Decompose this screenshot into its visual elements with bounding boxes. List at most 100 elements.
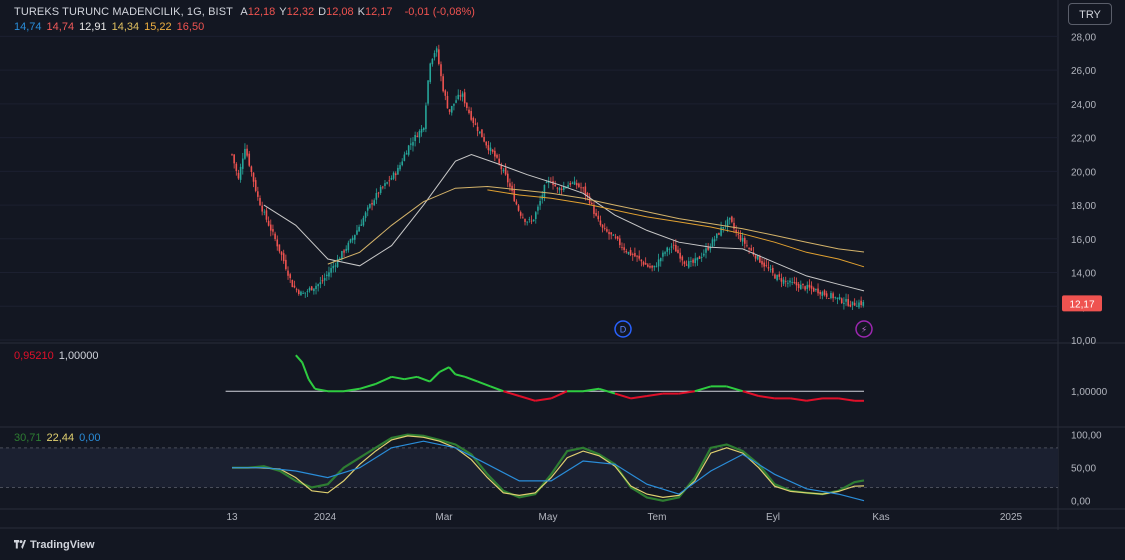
- candle-body: [840, 298, 843, 304]
- candle-body: [621, 247, 623, 248]
- candle-body: [263, 211, 266, 213]
- candle-body: [830, 293, 832, 299]
- pane-2-background: [0, 344, 1058, 426]
- indicator-1-value: 1,00000: [58, 350, 99, 362]
- candle-body: [403, 154, 406, 161]
- candle-body: [285, 259, 287, 270]
- last-price-label: 12,17: [1069, 299, 1094, 310]
- oscillator-line-s1: [232, 433, 865, 502]
- candle-body: [483, 136, 485, 142]
- candle-body: [261, 205, 263, 212]
- candle-body: [444, 90, 447, 96]
- candle-body: [429, 63, 432, 82]
- candle-body: [388, 180, 391, 182]
- candle-body: [778, 274, 781, 277]
- candle-body: [448, 109, 451, 112]
- candle-body: [341, 251, 343, 259]
- candle-body: [351, 237, 354, 241]
- tradingview-logo[interactable]: TradingView: [14, 539, 95, 551]
- candle-body: [858, 302, 860, 308]
- candle-body: [698, 256, 701, 259]
- candle-body: [267, 220, 270, 226]
- candle-body: [860, 300, 862, 306]
- indicator-2-ytick-label: 50,00: [1071, 464, 1096, 475]
- candle-body: [687, 261, 690, 268]
- candle-body: [494, 150, 496, 157]
- indicator-1-segment: [343, 387, 360, 393]
- candle-body: [466, 102, 468, 108]
- candle-body: [384, 183, 386, 187]
- candle-body: [366, 207, 369, 211]
- candle-body: [362, 217, 365, 226]
- candle-body: [308, 288, 311, 291]
- indicator-1-segment: [359, 383, 376, 390]
- candle-body: [259, 198, 261, 206]
- candle-body: [560, 188, 563, 190]
- candle-body: [326, 274, 328, 276]
- indicator-1-segment: [375, 375, 393, 385]
- candle-body: [375, 193, 378, 200]
- candle-body: [806, 285, 809, 289]
- candle-body: [748, 248, 750, 250]
- indicator-1-segment: [630, 395, 648, 400]
- candle-body: [593, 204, 595, 214]
- candle-body: [705, 248, 707, 253]
- candle-body: [782, 279, 785, 284]
- candle-body: [407, 145, 410, 155]
- candle-body: [386, 182, 388, 184]
- candle-body: [244, 148, 246, 159]
- ohlc-key: A: [240, 6, 248, 18]
- candle-body: [763, 262, 765, 267]
- candle-body: [575, 183, 578, 186]
- indicator-1-segment: [694, 385, 712, 393]
- candle-body: [563, 186, 565, 190]
- candle-body: [586, 192, 589, 196]
- candle-body: [692, 259, 694, 263]
- candle-body: [343, 250, 345, 253]
- candle-body: [739, 234, 742, 241]
- candle-body: [491, 149, 494, 152]
- candle-body: [382, 186, 384, 188]
- candle-body: [478, 131, 481, 134]
- candle-body: [336, 258, 339, 267]
- xtick-label: Mar: [435, 512, 453, 523]
- candle-body: [666, 247, 669, 252]
- candle-body: [239, 166, 242, 180]
- candle-body: [828, 298, 830, 299]
- marker-label: ⚡: [861, 325, 867, 335]
- indicator-1-segment: [535, 397, 552, 402]
- candle-body: [498, 158, 500, 164]
- candle-body: [405, 153, 408, 155]
- indicator-1-segment: [314, 387, 328, 393]
- candle-body: [410, 143, 412, 145]
- candle-body: [269, 224, 272, 231]
- xtick-label: Kas: [872, 512, 889, 523]
- candle-body: [802, 283, 804, 286]
- candle-body: [817, 288, 819, 294]
- candle-body: [664, 252, 666, 254]
- candle-body: [425, 105, 427, 129]
- candle-body: [526, 221, 528, 223]
- candle-body: [634, 253, 636, 257]
- xtick-label: 2025: [1000, 512, 1023, 523]
- candle-body: [776, 274, 778, 281]
- candle-body: [750, 248, 753, 251]
- candle-body: [513, 189, 516, 202]
- candle-body: [774, 274, 776, 279]
- candle-body: [500, 164, 503, 170]
- candle-body: [278, 244, 281, 252]
- candle-body: [463, 92, 466, 104]
- dividend-marker-icon: [614, 320, 632, 338]
- candle-body: [638, 255, 641, 259]
- currency-button[interactable]: TRY: [1068, 3, 1112, 25]
- indicator-1-segment: [790, 397, 807, 402]
- candle-body: [847, 299, 849, 306]
- indicator-2-value: 30,71: [14, 432, 42, 444]
- xtick-label: Tem: [648, 512, 667, 523]
- indicator-1-segment: [448, 366, 457, 376]
- ohlc-item: A12,18: [240, 6, 275, 18]
- candle-body: [653, 265, 656, 268]
- candle-body: [446, 96, 449, 109]
- candle-body: [578, 183, 580, 187]
